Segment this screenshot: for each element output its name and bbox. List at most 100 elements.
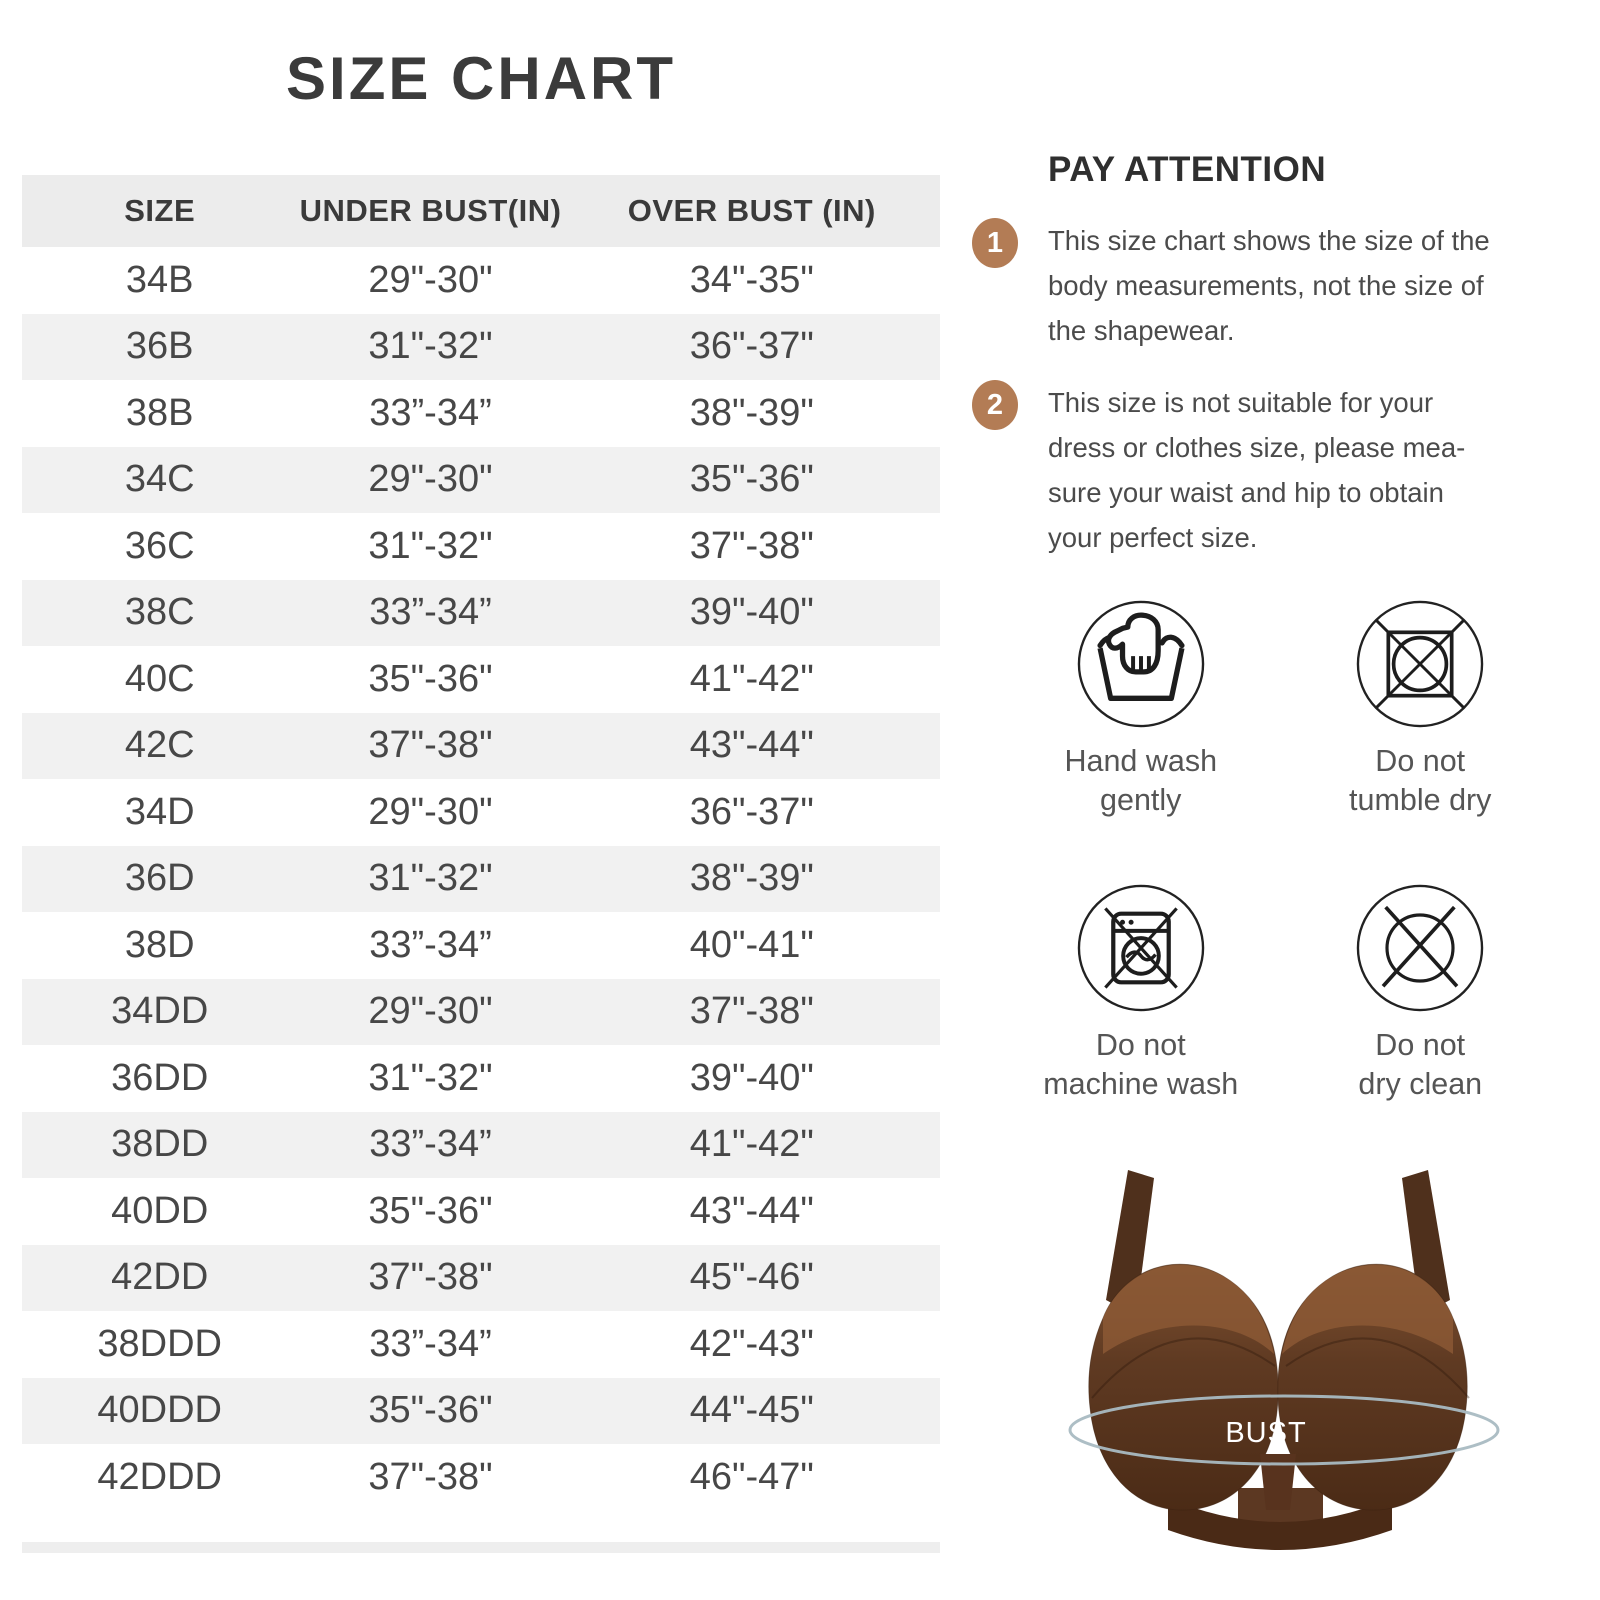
cell-over-bust: 41"-42" [689, 1123, 814, 1166]
care-item: Do not tumble dry [1288, 598, 1554, 856]
cell-under-bust: 29"-30" [368, 458, 493, 501]
pay-attention-heading: PAY ATTENTION [1048, 150, 1327, 189]
do-not-tumble-dry-icon [1357, 600, 1484, 728]
cell-under-bust: 29"-30" [368, 258, 493, 301]
table-row: 36C 31"-32" 37"-38" [22, 513, 940, 580]
page-title: SIZE CHART [286, 45, 676, 112]
care-item: Do not dry clean [1288, 882, 1554, 1140]
attention-note-1: 1 This size chart shows the size of the … [972, 218, 1552, 353]
table-row: 36B 31"-32" 36"-37" [22, 313, 940, 380]
hand-wash-icon [1077, 600, 1204, 728]
size-table: SIZE UNDER BUST(IN) OVER BUST (IN) 34B 29… [22, 175, 940, 1511]
cell-over-bust: 42"-43" [689, 1322, 814, 1365]
col-header-size: SIZE [124, 193, 196, 228]
cell-over-bust: 43"-44" [689, 724, 814, 767]
note-text: This size is not suitable for your dress… [1048, 380, 1465, 560]
cell-under-bust: 35"-36" [368, 657, 493, 700]
note-line: This size chart shows the size of the [1048, 225, 1490, 256]
cell-under-bust: 31"-32" [368, 857, 493, 900]
cell-size: 40DDD [97, 1389, 222, 1432]
cell-size: 42C [124, 724, 195, 767]
care-item-label: Hand wash gently [1064, 742, 1217, 820]
table-row: 40DD 35"-36" 43"-44" [22, 1178, 940, 1245]
table-row: 38B 33”-34” 38"-39" [22, 380, 940, 447]
cell-over-bust: 39"-40" [689, 591, 814, 634]
attention-note-2: 2 This size is not suitable for your dre… [972, 380, 1552, 560]
table-row: 42DDD 37"-38" 46"-47" [22, 1444, 940, 1511]
table-row: 38C 33”-34” 39"-40" [22, 579, 940, 646]
bra-left-seam [1091, 1337, 1276, 1399]
cell-under-bust: 31"-32" [368, 524, 493, 567]
bust-label: BUST [1225, 1417, 1306, 1449]
bra-left-mesh [1103, 1265, 1274, 1354]
care-item-label: Do not tumble dry [1349, 742, 1491, 820]
col-header-over-bust: OVER BUST (IN) [627, 193, 876, 228]
table-row: 38DDD 33”-34” 42"-43" [22, 1311, 940, 1378]
care-label-line: tumble dry [1349, 783, 1492, 817]
table-row: 42C 37"-38" 43"-44" [22, 712, 940, 779]
table-row: 34D 29"-30" 36"-37" [22, 779, 940, 846]
cell-size: 36DD [111, 1056, 209, 1099]
cell-under-bust: 37"-38" [368, 1455, 493, 1498]
care-label-line: machine wash [1043, 1067, 1239, 1101]
bra-right-strap [1402, 1170, 1450, 1316]
cell-over-bust: 39"-40" [689, 1056, 814, 1099]
table-row: 40DDD 35"-36" 44"-45" [22, 1377, 940, 1444]
care-item-label: Do not machine wash [1043, 1026, 1238, 1104]
cell-size: 42DD [111, 1256, 209, 1299]
bra-center-gore [1260, 1454, 1296, 1510]
care-item-label: Do not dry clean [1358, 1026, 1482, 1104]
cell-under-bust: 35"-36" [368, 1389, 493, 1432]
cell-under-bust: 37"-38" [368, 1256, 493, 1299]
bra-under-band [1168, 1498, 1392, 1550]
cell-size: 38DD [111, 1123, 209, 1166]
size-table-body: 34B 29"-30" 34"-35" 36B 31"-32" 36"-37" 38B 3… [22, 247, 940, 1511]
note-number-badge: 2 [972, 380, 1018, 430]
bra-illustration: BUST [1068, 1170, 1500, 1550]
note-line: your perfect size. [1048, 522, 1258, 553]
cell-over-bust: 37"-38" [689, 990, 814, 1033]
bra-figure: BUST [1028, 1158, 1533, 1600]
bra-right-seam [1285, 1337, 1470, 1399]
cell-size: 34B [125, 258, 194, 301]
cell-under-bust: 37"-38" [368, 724, 493, 767]
care-label-line: Do not [1095, 1028, 1186, 1062]
cell-over-bust: 43"-44" [689, 1189, 814, 1232]
cell-size: 34DD [111, 990, 209, 1033]
cell-size: 36C [124, 524, 195, 567]
cell-size: 38DDD [97, 1322, 222, 1365]
care-instructions: Hand wash gently Do not tumble dry [1008, 598, 1553, 1140]
note-text: This size chart shows the size of the bo… [1048, 218, 1490, 353]
cell-size: 40DD [111, 1189, 209, 1232]
cell-under-bust: 33”-34” [369, 1322, 492, 1365]
col-header-under-bust: UNDER BUST(IN) [299, 193, 562, 228]
cell-over-bust: 36"-37" [689, 325, 814, 368]
cell-under-bust: 31"-32" [368, 325, 493, 368]
table-row: 34DD 29"-30" 37"-38" [22, 978, 940, 1045]
care-label-line: Hand wash [1064, 744, 1218, 778]
bust-measure-ellipse [1068, 1394, 1500, 1466]
cell-size: 40C [124, 657, 195, 700]
table-row: 42DD 37"-38" 45"-46" [22, 1244, 940, 1311]
cell-over-bust: 45"-46" [689, 1256, 814, 1299]
care-item: Hand wash gently [1008, 598, 1274, 856]
note-line: body measurements, not the size of [1048, 270, 1484, 301]
table-row: 34B 29"-30" 34"-35" [22, 247, 940, 314]
cell-over-bust: 38"-39" [689, 391, 814, 434]
cell-over-bust: 36"-37" [689, 790, 814, 833]
cell-under-bust: 33”-34” [369, 1123, 492, 1166]
note-number-badge: 1 [972, 218, 1018, 268]
bra-right-mesh [1282, 1265, 1453, 1354]
cell-over-bust: 41"-42" [689, 657, 814, 700]
table-bottom-strip [22, 1542, 940, 1553]
cell-under-bust: 33”-34” [369, 591, 492, 634]
cell-over-bust: 46"-47" [689, 1455, 814, 1498]
table-row: 38D 33”-34” 40"-41" [22, 912, 940, 979]
bra-left-strap [1106, 1170, 1154, 1316]
cell-size: 38B [125, 391, 194, 434]
care-label-line: dry clean [1358, 1067, 1483, 1101]
cell-under-bust: 29"-30" [368, 990, 493, 1033]
care-item: Do not machine wash [1008, 882, 1274, 1140]
cell-over-bust: 35"-36" [689, 458, 814, 501]
